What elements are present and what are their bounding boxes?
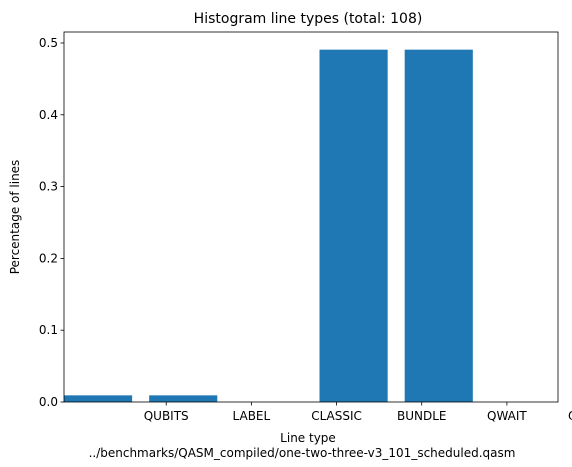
y-tick-label: 0.2 — [39, 251, 58, 265]
x-tick-label: CLASSIC — [311, 409, 362, 423]
x-axis-sublabel: ../benchmarks/QASM_compiled/one-two-thre… — [89, 446, 516, 460]
y-axis-ticks: 0.0 0.1 0.2 0.3 0.4 0.5 — [39, 36, 64, 409]
x-tick-label: QWAITR — [568, 409, 572, 423]
y-tick-label: 0.0 — [39, 395, 58, 409]
y-tick-label: 0.1 — [39, 323, 58, 337]
x-tick-label: BUNDLE — [397, 409, 447, 423]
bar-2 — [149, 395, 218, 402]
bars-group — [64, 49, 473, 402]
x-tick-label: QUBITS — [144, 409, 189, 423]
bar-1 — [64, 395, 133, 402]
y-axis-label: Percentage of lines — [8, 160, 22, 275]
y-tick-label: 0.5 — [39, 36, 58, 50]
x-axis-label: Line type — [280, 431, 336, 445]
y-tick-label: 0.4 — [39, 108, 58, 122]
x-tick-label: QWAIT — [487, 409, 527, 423]
chart-title: Histogram line types (total: 108) — [194, 11, 423, 27]
bar-5 — [404, 49, 473, 402]
x-axis-ticks: QUBITS LABEL CLASSIC BUNDLE QWAIT QWAITR — [144, 402, 572, 423]
plot-frame — [63, 31, 559, 403]
y-tick-label: 0.3 — [39, 180, 58, 194]
bar-4 — [319, 49, 388, 402]
x-tick-label: LABEL — [233, 409, 271, 423]
